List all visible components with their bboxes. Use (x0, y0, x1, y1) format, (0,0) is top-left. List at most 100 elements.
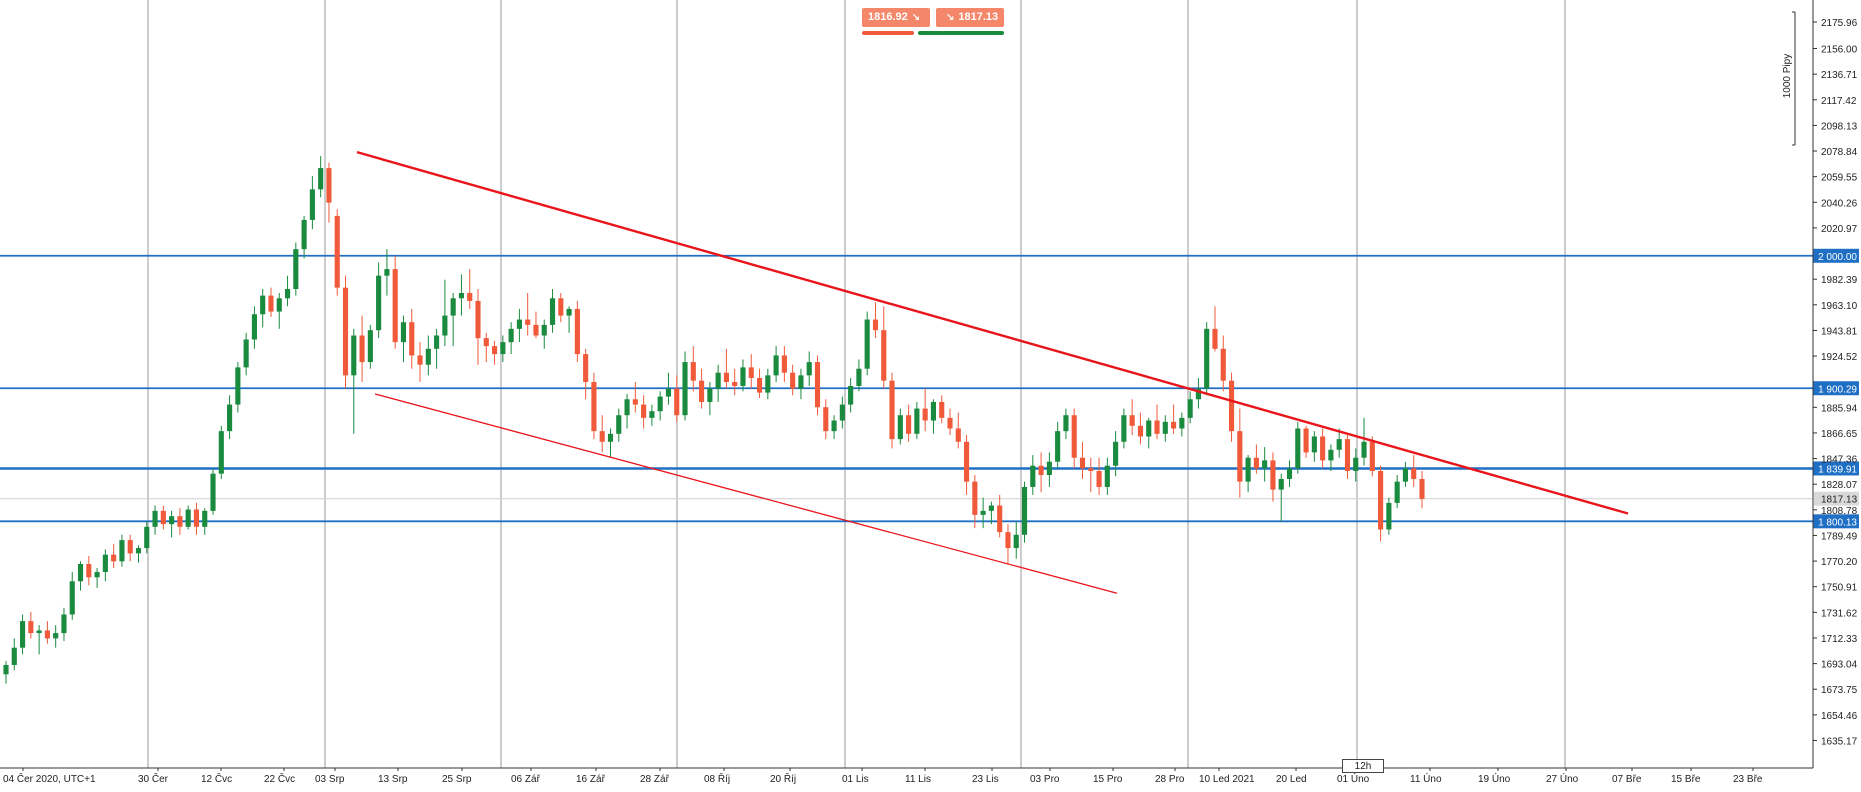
y-tick-label: 1654.46 (1821, 711, 1858, 722)
candle-body (1262, 460, 1268, 469)
y-tick-label: 1866.65 (1821, 429, 1858, 440)
candle-body (1320, 436, 1326, 461)
candle-body (1129, 415, 1135, 426)
candle-body (607, 433, 614, 442)
candle-body (1228, 380, 1235, 432)
candle-body (591, 381, 597, 432)
candle-body (1088, 468, 1094, 472)
candle-body (276, 298, 282, 312)
y-tick-label: 2078.84 (1821, 147, 1858, 158)
candle-body (980, 510, 986, 515)
candle-body (442, 315, 448, 336)
candle-body (61, 614, 67, 634)
candle-body (1278, 478, 1284, 490)
y-tick-label: 1789.49 (1821, 531, 1858, 542)
candle-body (434, 335, 440, 349)
candle-body (293, 249, 299, 289)
candle-body (649, 411, 655, 418)
candle-body (318, 168, 324, 190)
candle-body (177, 516, 183, 527)
y-tick-label: 1828.07 (1821, 480, 1858, 491)
level-label-box (1813, 461, 1859, 476)
candle-body (707, 388, 713, 402)
candle-body (1137, 425, 1144, 437)
candle-body (1179, 417, 1185, 429)
candle-body (1154, 420, 1160, 434)
buy-price: 1817.13 (958, 11, 999, 23)
candle-body (1079, 457, 1086, 469)
trendline-support[interactable] (374, 393, 1118, 594)
candle-body (491, 346, 498, 355)
candle-body (525, 319, 531, 325)
candle-body (342, 287, 349, 376)
x-tick-label: 20 Led (1276, 774, 1307, 785)
candle-body (392, 269, 398, 343)
candle-body (947, 417, 953, 429)
x-tick-label: 28 Pro (1155, 774, 1185, 785)
x-tick-label: 20 Říj (770, 772, 796, 785)
candle-body (897, 415, 903, 440)
y-tick-label: 1885.94 (1821, 403, 1858, 414)
y-tick-label: 1924.52 (1821, 352, 1858, 363)
y-tick-label: 1770.20 (1821, 557, 1858, 568)
candle-body (533, 324, 539, 336)
candle-body (1046, 461, 1052, 475)
current-price-label: 1817.13 (1821, 495, 1858, 506)
candle-body (955, 428, 961, 442)
candle-body (185, 509, 191, 527)
trendline-resistance[interactable] (356, 151, 1629, 515)
buy-price-button[interactable]: ↘ 1817.13 (936, 8, 1004, 27)
x-tick-label: 03 Srp (315, 774, 345, 785)
candle-body (732, 381, 738, 386)
candle-body (28, 621, 34, 634)
x-tick-label: 01 Úno (1337, 772, 1370, 785)
candle-body (102, 554, 108, 572)
candle-body (384, 269, 390, 276)
y-tick-label: 2136.71 (1821, 70, 1858, 81)
y-tick-label: 1943.81 (1821, 326, 1858, 337)
level-label-box (1813, 248, 1859, 263)
candle-body (699, 380, 705, 402)
candle-body (19, 621, 26, 648)
x-tick-label: 04 Čer 2020, UTC+1 (3, 772, 96, 785)
x-tick-label: 23 Bře (1733, 774, 1763, 785)
timeframe-badge[interactable]: 12h (1342, 759, 1384, 773)
candle-body (243, 339, 249, 368)
candle-body (475, 300, 481, 339)
candle-body (1286, 468, 1293, 479)
candle-body (1328, 449, 1334, 461)
candle-body (202, 510, 208, 527)
sell-price-button[interactable]: 1816.92 ↘ (862, 8, 930, 27)
candle-body (748, 367, 754, 379)
candle-body (1295, 428, 1301, 469)
candle-body (400, 322, 407, 343)
candle-body (3, 664, 9, 675)
x-tick-label: 11 Úno (1410, 772, 1442, 785)
candle-body (1220, 348, 1226, 381)
level-label-box (1813, 514, 1859, 529)
trendlines[interactable] (356, 151, 1629, 594)
x-tick-label: 06 Zář (511, 774, 541, 785)
sell-volume-bar (862, 31, 914, 35)
candle-body (135, 548, 142, 554)
candle-body (740, 367, 746, 386)
candle-body (790, 372, 796, 389)
candle-body (848, 385, 854, 405)
candle-body (1369, 441, 1375, 472)
x-tick-label: 10 Led 2021 (1199, 774, 1255, 785)
x-tick-label: 11 Lis (905, 774, 931, 785)
candle-body (922, 408, 928, 421)
y-tick-label: 2098.13 (1821, 121, 1858, 132)
candle-body (963, 441, 970, 482)
x-tick-label: 08 Říj (704, 772, 730, 785)
horizontal-levels[interactable]: 2 000.00 1 900.29 1 839.91 1 800.13 (0, 248, 1859, 529)
candle-body (11, 647, 17, 665)
current-price-box (1814, 491, 1859, 506)
candle-body (541, 324, 547, 336)
candle-body (1146, 420, 1152, 437)
candle-body (616, 415, 622, 434)
candle-body (599, 431, 605, 442)
candle-body (831, 420, 837, 432)
